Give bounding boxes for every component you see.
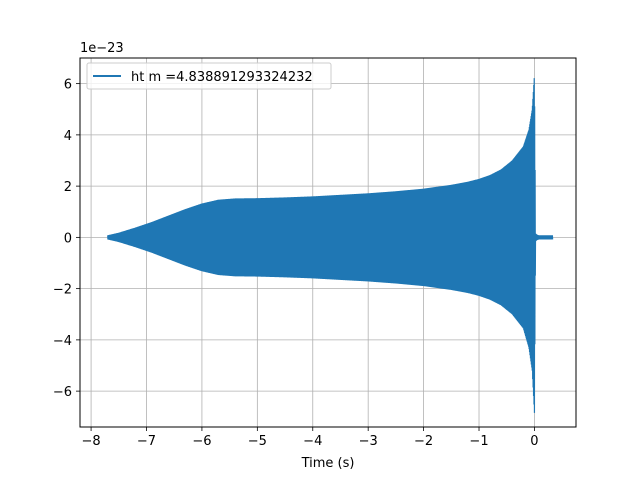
x-tick-label: 0 [530,434,538,449]
x-tick-label: −4 [303,434,322,449]
legend-box [86,62,332,90]
series-line-ht [107,78,554,413]
x-tick-label: −3 [359,434,378,449]
plot-frame [79,57,577,428]
legend-entry-label: ht m =4.838891293324232 [131,70,313,85]
x-tick-label: −5 [248,434,267,449]
y-tick-label: −6 [53,385,72,400]
plot-area [107,78,554,413]
x-axis-ticks: −8 −7 −6 −5 −4 −3 −2 −1 0 [81,427,539,449]
y-tick-label: −4 [53,334,72,349]
x-tick-label: −8 [81,434,100,449]
y-axis-offset-label: 1e−23 [80,41,124,56]
y-tick-label: 6 [64,78,72,93]
x-tick-label: −1 [469,434,488,449]
x-tick-label: −7 [137,434,156,449]
y-tick-label: 0 [64,231,72,246]
y-tick-label: −2 [53,283,72,298]
y-axis-ticks: −6 −4 −2 0 2 4 6 [53,78,80,400]
legend: ht m =4.838891293324232 [86,62,332,90]
x-axis-label: Time (s) [301,456,355,471]
x-tick-label: −6 [192,434,211,449]
x-tick-label: −2 [414,434,433,449]
y-tick-label: 4 [64,129,72,144]
y-tick-label: 2 [64,180,72,195]
